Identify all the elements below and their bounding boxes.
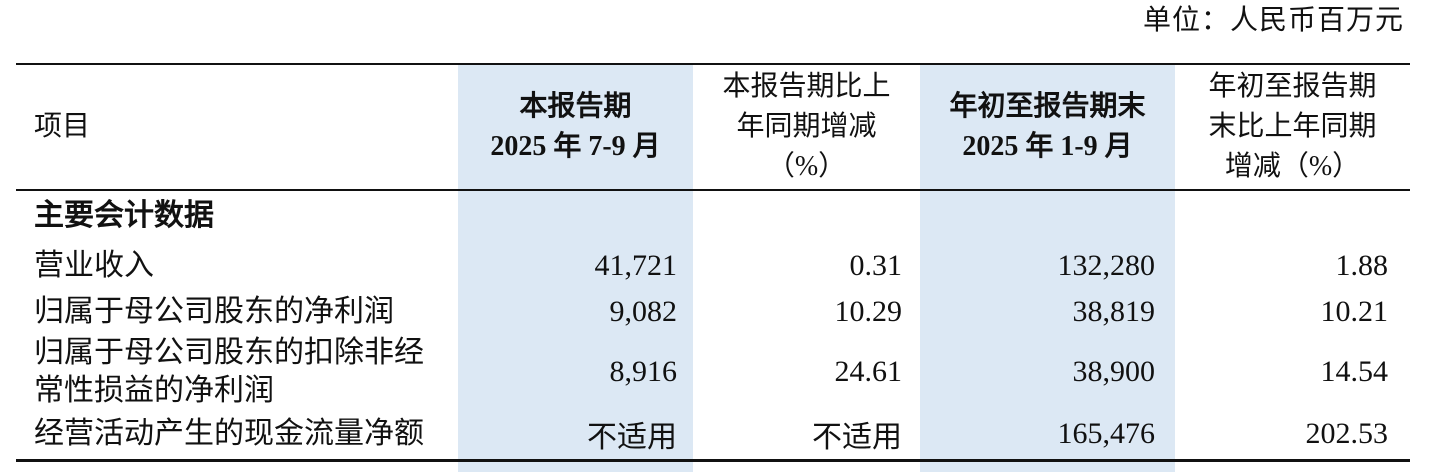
row-value: 不适用 xyxy=(587,421,677,454)
row-value: 0.31 xyxy=(849,249,903,282)
row-item-label: 主要会计数据 xyxy=(34,199,214,232)
key-accounting-data-table: 项目 本报告期 2025 年 7-9 月 本报告期比上 年同期增减 （%） 年初… xyxy=(16,65,1410,459)
column-header-line: 本报告期比上 xyxy=(722,71,891,102)
column-header-current-period: 本报告期 2025 年 7-9 月 xyxy=(458,87,693,167)
row-value: 38,819 xyxy=(1072,295,1156,328)
column-header-line: 2025 年 1-9 月 xyxy=(962,131,1133,162)
table-row-operating-revenue: 营业收入 41,721 0.31 132,280 1.88 xyxy=(16,243,1410,289)
table-top-rule xyxy=(16,63,1410,65)
unit-label: 单位：人民币百万元 xyxy=(1142,5,1404,36)
column-header-year-to-date-yoy: 年初至报告期 末比上年同期 增减（%） xyxy=(1175,67,1410,187)
row-value: 24.61 xyxy=(834,355,903,388)
table-row-net-profit-excl-non-recurring: 归属于母公司股东的扣除非经常性损益的净利润 8,916 24.61 38,900… xyxy=(16,335,1410,409)
row-item-label: 营业收入 xyxy=(34,249,154,282)
row-value: 不适用 xyxy=(812,421,902,454)
row-value: 8,916 xyxy=(609,355,678,388)
table-bottom-rule xyxy=(16,459,1410,462)
row-item-label: 归属于母公司股东的净利润 xyxy=(34,295,394,328)
row-value: 9,082 xyxy=(609,295,678,328)
column-header-line: 本报告期 xyxy=(519,91,632,122)
column-header-line: 年初至报告期末 xyxy=(949,91,1146,122)
table-header-rule xyxy=(16,189,1410,191)
row-value: 202.53 xyxy=(1305,417,1389,450)
column-header-item: 项目 xyxy=(34,111,91,142)
row-value: 1.88 xyxy=(1335,249,1389,282)
row-value: 14.54 xyxy=(1320,355,1389,388)
highlight-band-current-period xyxy=(458,65,693,472)
row-value: 165,476 xyxy=(1057,417,1156,450)
column-header-line: 年初至报告期 xyxy=(1208,71,1377,102)
column-header-line: 末比上年同期 xyxy=(1208,111,1377,142)
column-header-line: 增减（%） xyxy=(1224,151,1361,182)
row-item-label: 归属于母公司股东的扣除非经常性损益的净利润 xyxy=(34,336,424,407)
column-header-current-period-yoy: 本报告期比上 年同期增减 （%） xyxy=(693,67,920,187)
row-value: 132,280 xyxy=(1057,249,1156,282)
row-value: 10.29 xyxy=(834,295,903,328)
table-header-row: 项目 本报告期 2025 年 7-9 月 本报告期比上 年同期增减 （%） 年初… xyxy=(16,65,1410,189)
highlight-band-year-to-date xyxy=(920,65,1175,472)
row-value: 38,900 xyxy=(1072,355,1156,388)
row-value: 41,721 xyxy=(594,249,678,282)
table-row-net-profit: 归属于母公司股东的净利润 9,082 10.29 38,819 10.21 xyxy=(16,289,1410,335)
row-item-label: 经营活动产生的现金流量净额 xyxy=(34,417,424,450)
row-value: 10.21 xyxy=(1320,295,1389,328)
table-row-section-header: 主要会计数据 xyxy=(16,189,1410,243)
column-header-line: 2025 年 7-9 月 xyxy=(490,131,661,162)
table-row-operating-cash-flow: 经营活动产生的现金流量净额 不适用 不适用 165,476 202.53 xyxy=(16,409,1410,459)
column-header-line: 年同期增减 xyxy=(736,111,877,142)
column-header-year-to-date: 年初至报告期末 2025 年 1-9 月 xyxy=(920,87,1175,167)
column-header-line: （%） xyxy=(766,151,847,182)
